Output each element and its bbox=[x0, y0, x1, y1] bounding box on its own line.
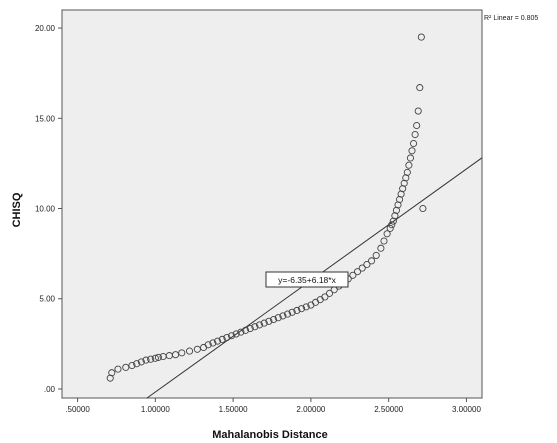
data-point bbox=[413, 121, 421, 130]
data-point bbox=[383, 230, 391, 238]
r-squared-label: R² Linear = 0.805 bbox=[484, 15, 538, 22]
data-point bbox=[237, 328, 245, 336]
data-point bbox=[151, 354, 159, 362]
data-point bbox=[363, 260, 371, 269]
data-point bbox=[137, 358, 145, 366]
data-point bbox=[377, 244, 385, 252]
data-point bbox=[154, 353, 162, 361]
y-tick-label: 15.00 bbox=[35, 114, 56, 123]
data-point bbox=[172, 351, 180, 359]
data-point bbox=[419, 204, 427, 213]
data-point bbox=[204, 341, 212, 349]
x-tick-label: 2.00000 bbox=[296, 405, 325, 414]
data-point bbox=[411, 130, 419, 139]
data-point bbox=[321, 293, 329, 301]
data-point bbox=[122, 363, 130, 371]
x-tick-label: 1.00000 bbox=[141, 405, 170, 414]
data-point bbox=[354, 268, 362, 276]
y-axis-title: CHISQ bbox=[11, 192, 23, 227]
y-tick-label: .00 bbox=[44, 385, 56, 394]
data-point bbox=[386, 224, 394, 232]
data-point bbox=[265, 317, 273, 325]
x-axis-title: Mahalanobis Distance bbox=[212, 429, 328, 441]
fit-equation-box: y=-6.35+6.18*x bbox=[265, 271, 349, 288]
data-point bbox=[405, 161, 413, 169]
data-point bbox=[410, 139, 418, 148]
data-point bbox=[114, 365, 122, 373]
data-point bbox=[147, 355, 155, 363]
data-point bbox=[260, 319, 268, 327]
y-tick-label: 5.00 bbox=[39, 295, 55, 304]
data-point bbox=[209, 339, 217, 347]
data-point bbox=[326, 289, 334, 297]
fit-equation-label: y=-6.35+6.18*x bbox=[278, 275, 336, 285]
data-point bbox=[417, 33, 425, 41]
data-point bbox=[388, 221, 396, 229]
data-point bbox=[414, 107, 422, 115]
data-point bbox=[251, 323, 259, 331]
data-point bbox=[223, 333, 231, 342]
x-tick-label: .50000 bbox=[65, 405, 90, 414]
data-point bbox=[128, 361, 136, 370]
x-tick-label: 2.50000 bbox=[374, 405, 403, 414]
data-point bbox=[298, 305, 306, 313]
data-point bbox=[133, 360, 141, 368]
y-tick-label: 20.00 bbox=[35, 24, 56, 33]
data-point bbox=[372, 251, 380, 259]
data-point bbox=[368, 257, 376, 265]
data-point bbox=[108, 369, 116, 377]
data-point bbox=[416, 84, 424, 92]
data-point bbox=[178, 349, 186, 357]
data-point bbox=[218, 335, 226, 343]
data-point bbox=[288, 308, 296, 316]
x-tick-label: 1.50000 bbox=[219, 405, 248, 414]
data-point bbox=[270, 315, 278, 324]
data-point bbox=[256, 321, 264, 329]
data-point bbox=[193, 345, 201, 353]
data-point bbox=[293, 306, 301, 315]
data-point bbox=[408, 147, 416, 155]
data-point bbox=[403, 168, 411, 176]
data-point bbox=[228, 332, 236, 340]
data-point bbox=[358, 264, 366, 272]
x-tick-label: 3.00000 bbox=[452, 405, 481, 414]
data-point bbox=[246, 324, 254, 333]
data-point bbox=[284, 310, 292, 318]
data-point bbox=[142, 356, 150, 364]
plot-area-background bbox=[61, 9, 483, 399]
y-tick-label: 10.00 bbox=[35, 205, 56, 214]
data-point bbox=[279, 312, 287, 320]
data-point bbox=[232, 330, 240, 338]
data-point bbox=[406, 154, 414, 162]
data-point bbox=[214, 337, 222, 345]
data-point bbox=[186, 347, 194, 355]
data-point bbox=[349, 271, 357, 279]
data-point bbox=[274, 314, 282, 322]
data-point bbox=[380, 237, 388, 245]
data-point bbox=[242, 326, 250, 334]
data-point bbox=[302, 303, 310, 311]
